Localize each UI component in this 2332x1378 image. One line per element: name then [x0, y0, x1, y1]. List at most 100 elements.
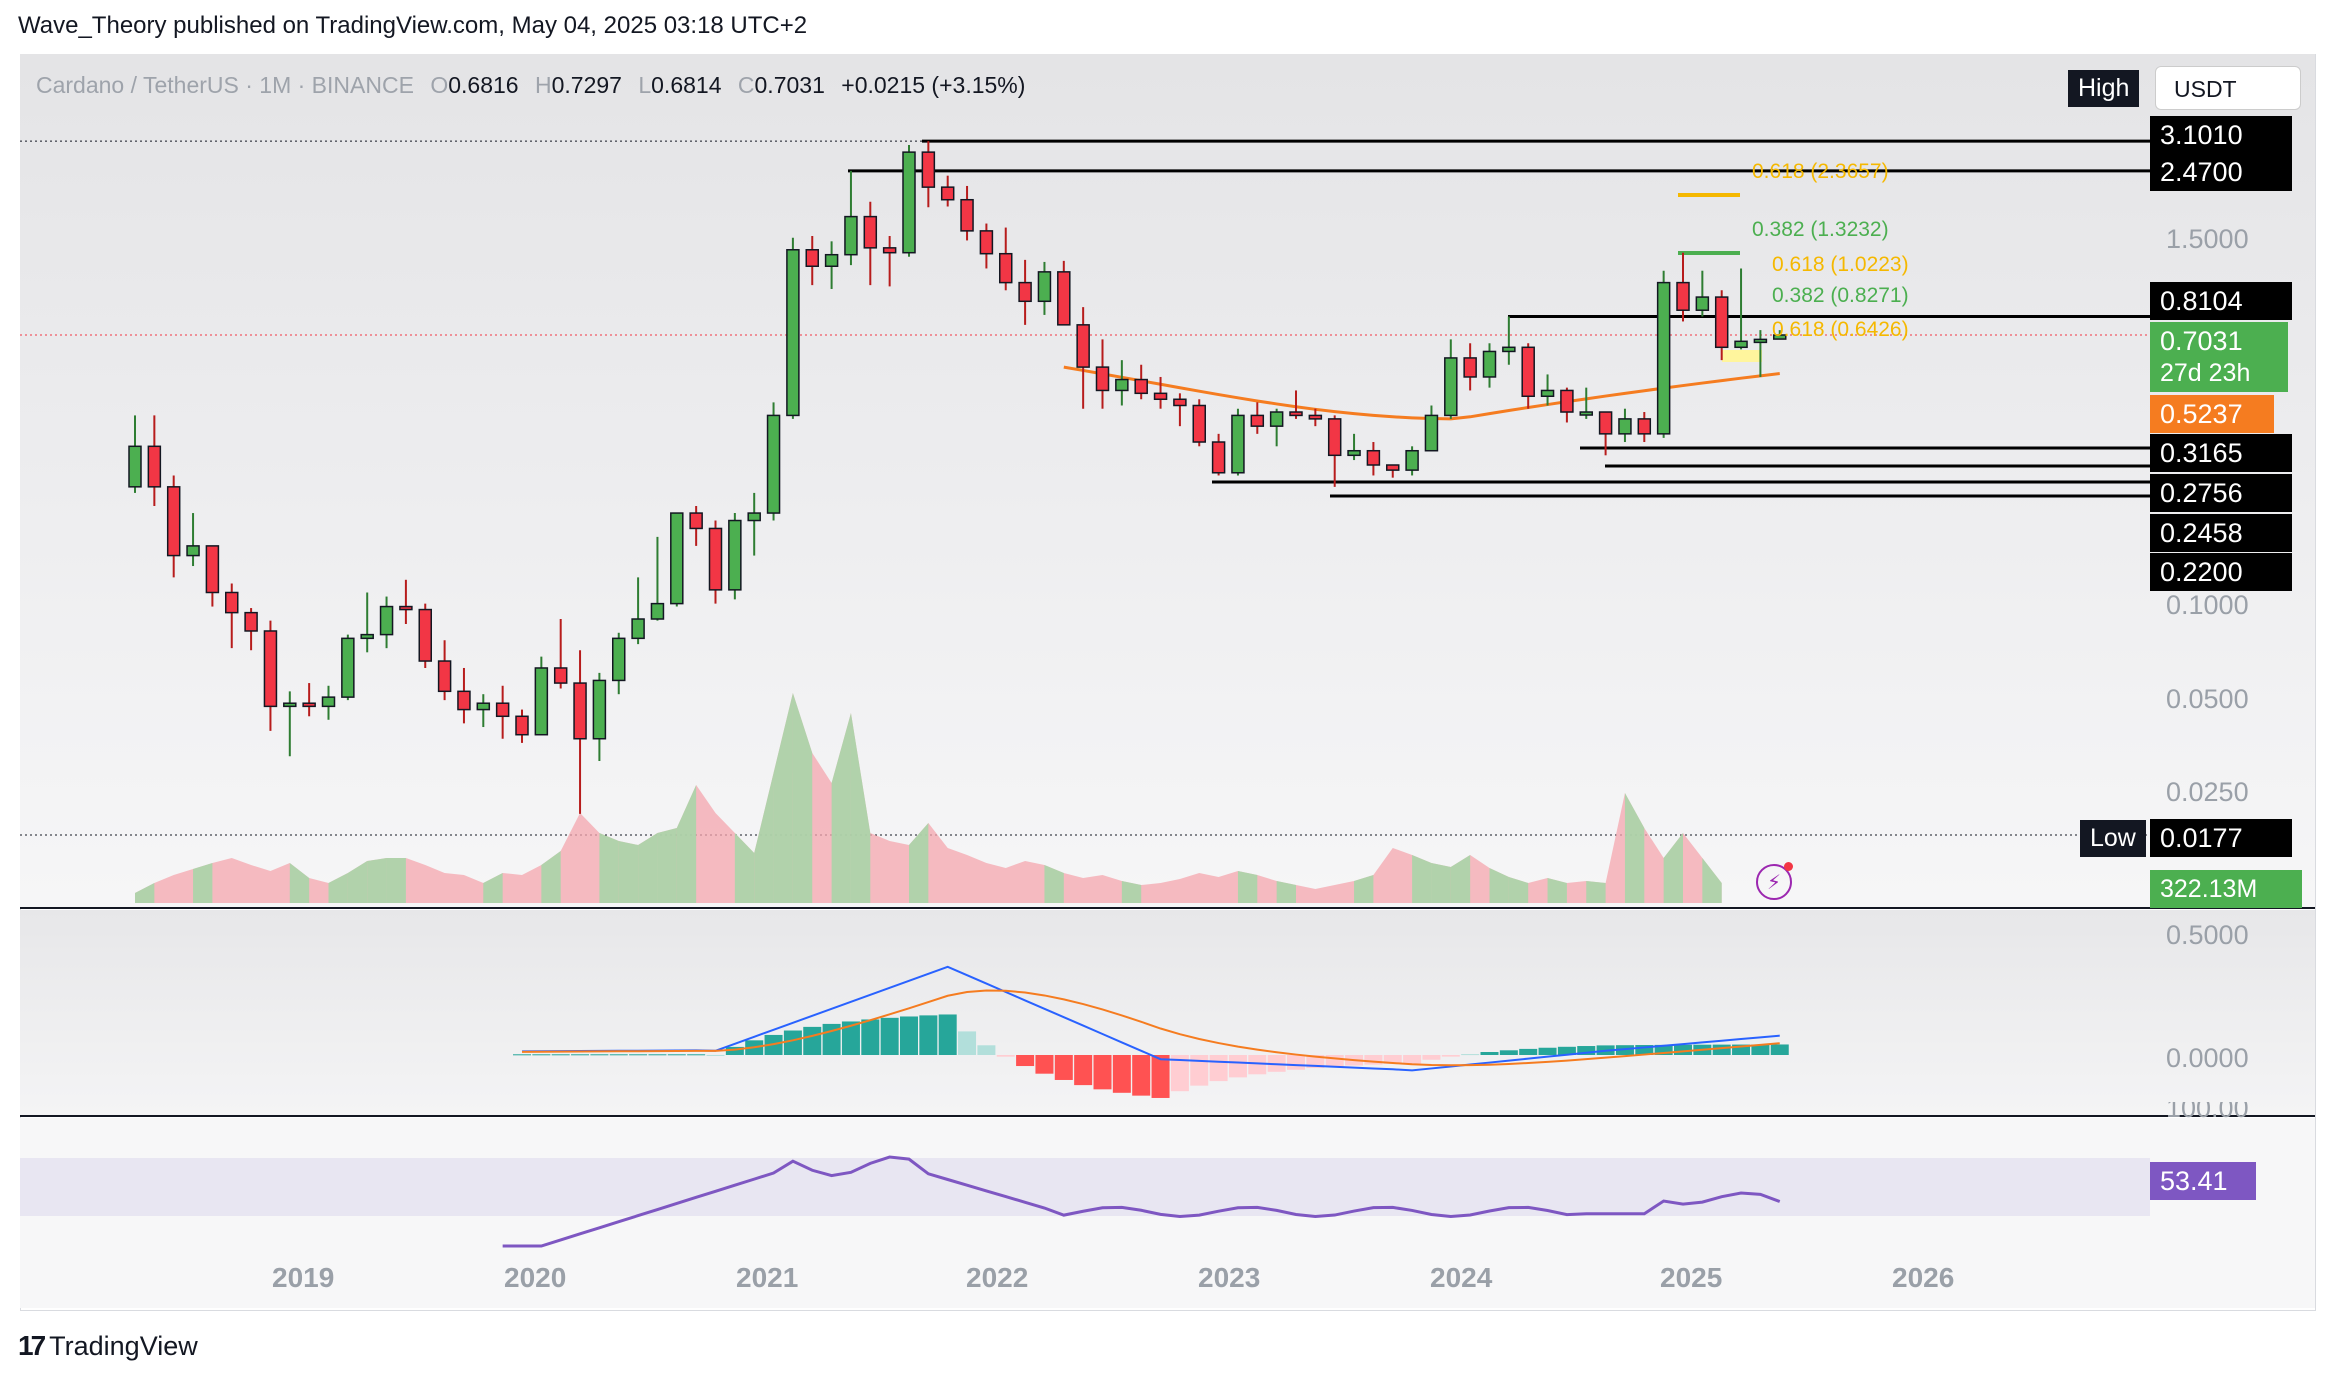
candle-body: [341, 637, 355, 698]
price-label-0.2200: 0.2200: [2150, 553, 2292, 591]
candle-body: [902, 151, 916, 254]
footer-brand[interactable]: 17 TradingView: [18, 1330, 198, 1362]
notification-dot: [1784, 862, 1793, 871]
volume-up-segment: [909, 823, 929, 903]
volume-up-segment: [1237, 871, 1258, 903]
macd-histogram-bar: [1403, 1055, 1422, 1064]
axis-tick-0.0500: 0.0500: [2166, 684, 2249, 714]
candle-body: [128, 445, 142, 488]
volume-up-segment: [599, 833, 619, 903]
low-value-label: 0.0177: [2150, 819, 2292, 857]
fib-label-0.8271: 0.382 (0.8271): [1772, 284, 1909, 307]
candle-body: [1057, 271, 1071, 326]
volume-up-segment: [657, 828, 677, 903]
candle-body: [495, 702, 510, 718]
candle-body: [863, 215, 878, 249]
volume-up-segment: [1702, 858, 1722, 903]
macd-histogram-bar: [1383, 1055, 1402, 1064]
rsi-line: [502, 1155, 1781, 1248]
macd-histogram-bar: [1209, 1055, 1228, 1082]
candle-countdown: 27d 23h: [2150, 354, 2288, 392]
x-tick-2025: 2025: [1660, 1262, 1723, 1293]
fib-label-1.0223: 0.618 (1.0223): [1772, 253, 1909, 276]
volume-up-segment: [676, 785, 697, 903]
fib-label-1.3232: 0.382 (1.3232): [1752, 218, 1889, 241]
candle-body: [1773, 334, 1787, 340]
candle-body: [302, 702, 316, 708]
macd-line: [521, 965, 1780, 1072]
candle-body: [1308, 414, 1323, 420]
volume-up-segment: [1489, 868, 1509, 903]
volume-label: 322.13M: [2150, 870, 2302, 908]
candle-body: [670, 512, 684, 605]
macd-histogram-bar: [551, 1054, 570, 1056]
candle-body: [1153, 392, 1168, 401]
candle-body: [844, 215, 858, 256]
candle-body: [1250, 414, 1265, 427]
low-value: 0.6814: [651, 72, 722, 98]
candle-body: [1405, 449, 1419, 471]
macd-histogram-bar: [1441, 1055, 1460, 1057]
price-label-0.8104: 0.8104: [2150, 282, 2292, 320]
volume-up-segment: [1450, 855, 1471, 903]
symbol-legend[interactable]: Cardano / TetherUS · 1M · BINANCE O0.681…: [36, 72, 1025, 99]
candle-body: [166, 486, 181, 557]
candle-body: [186, 545, 200, 557]
x-tick-2022: 2022: [966, 1262, 1029, 1293]
currency-selector[interactable]: USDT: [2155, 66, 2301, 110]
macd-histogram-bar: [938, 1014, 957, 1055]
fib-label-0.6426: 0.618 (0.6426): [1772, 318, 1909, 341]
candle-body: [960, 198, 974, 232]
candle-body: [1386, 464, 1400, 471]
macd-histogram-bar: [958, 1031, 977, 1055]
low-label: L: [638, 72, 652, 98]
volume-up-segment: [638, 833, 658, 903]
pane-separator[interactable]: [20, 907, 2315, 909]
macd-histogram-bar: [571, 1054, 590, 1056]
x-tick-2023: 2023: [1198, 1262, 1261, 1293]
candle-body: [689, 512, 703, 530]
macd-histogram-bar: [1190, 1055, 1209, 1086]
macd-histogram-bar: [1654, 1044, 1673, 1055]
macd-histogram-bar: [1635, 1045, 1654, 1055]
volume-up-segment: [1586, 881, 1606, 903]
volume-up-segment: [618, 841, 639, 903]
macd-histogram-bar: [1480, 1052, 1499, 1055]
candle-body: [1637, 418, 1652, 435]
change-value: +0.0215 (+3.15%): [841, 72, 1026, 98]
macd-histogram-bar: [1054, 1055, 1073, 1080]
macd-histogram-bar: [667, 1054, 686, 1056]
candle-body: [1502, 346, 1516, 353]
candle-body: [1366, 449, 1381, 466]
candle-body: [1521, 346, 1535, 398]
volume-up-segment: [850, 713, 871, 903]
macd-histogram-bar: [1674, 1044, 1692, 1055]
pane-separator[interactable]: [20, 1115, 2315, 1117]
candle-body: [631, 618, 645, 640]
volume-up-segment: [1624, 793, 1645, 903]
candle-body: [244, 611, 258, 632]
macd-histogram-bar: [725, 1046, 744, 1055]
close-label: C: [737, 72, 755, 98]
x-tick-2021: 2021: [736, 1262, 799, 1293]
fib-marker-gold: [1678, 193, 1740, 197]
volume-up-segment: [367, 858, 387, 903]
price-label-0.3165: 0.3165: [2150, 434, 2292, 472]
macd-histogram-bar: [880, 1017, 899, 1055]
volume-up-segment: [386, 858, 406, 903]
macd-histogram-bar: [1577, 1046, 1596, 1055]
volume-up-segment: [1431, 863, 1451, 903]
close-value: 0.7031: [754, 72, 825, 98]
candle-body: [1211, 441, 1226, 474]
candle-body: [708, 527, 723, 591]
macd-histogram-bar: [1557, 1046, 1576, 1055]
macd-histogram-bar: [803, 1026, 822, 1055]
volume-up-segment: [347, 861, 368, 903]
x-tick-2020: 2020: [504, 1262, 567, 1293]
lightning-icon[interactable]: ⚡: [1756, 864, 1792, 900]
volume-up-segment: [193, 863, 213, 903]
macd-axis-zero: 0.0000: [2166, 1043, 2249, 1073]
candle-body: [1076, 324, 1090, 368]
candle-body: [1327, 418, 1342, 457]
